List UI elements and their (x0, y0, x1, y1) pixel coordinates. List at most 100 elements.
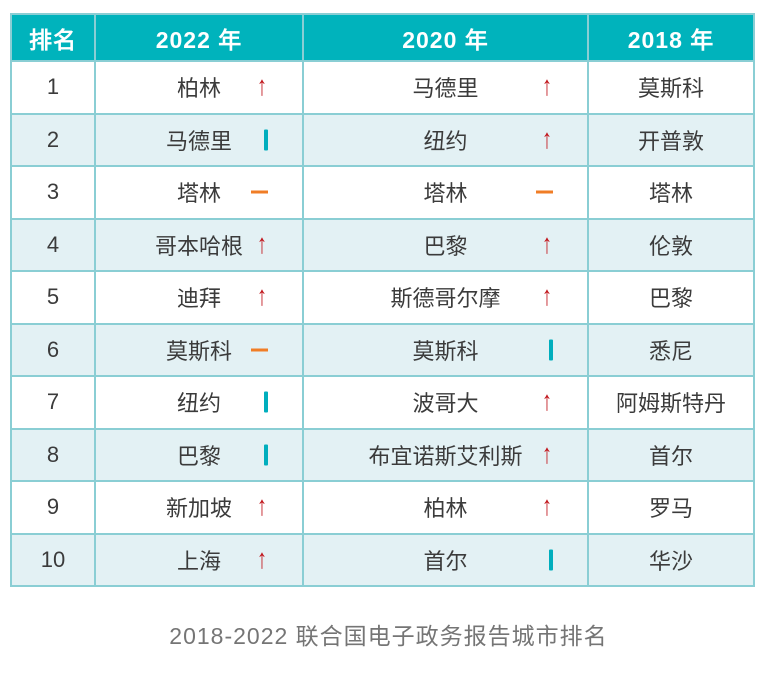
city-name: 马德里 (165, 128, 232, 154)
city-name: 纽约 (176, 391, 221, 417)
rank-cell: 3 (10, 165, 96, 220)
rank-down-icon (549, 339, 553, 361)
rank-cell: 5 (10, 270, 96, 325)
rank-cell: 4 (10, 217, 96, 272)
city-name: 伦敦 (648, 233, 693, 259)
city-cell: 柏林 ↑ (94, 60, 304, 115)
city-cell: 柏林 ↑ (302, 480, 589, 535)
table-row: 5 迪拜 ↑ 斯德哥尔摩 ↑ 巴黎 (10, 270, 755, 325)
city-cell: 塔林 (302, 165, 589, 220)
city-cell: 莫斯科 (587, 60, 755, 115)
city-cell: 莫斯科 (94, 322, 304, 377)
table-row: 3 塔林 塔林 塔林 (10, 165, 755, 220)
header-rank: 排名 (10, 13, 96, 62)
rank-up-icon: ↑ (541, 438, 553, 470)
city-name: 莫斯科 (412, 338, 479, 364)
header-row: 排名 2022 年 2020 年 2018 年 (10, 13, 755, 62)
rank-cell: 10 (10, 532, 96, 587)
city-cell: 巴黎 (587, 270, 755, 325)
city-cell: 华沙 (587, 532, 755, 587)
city-name: 波哥大 (412, 391, 479, 417)
rank-up-icon: ↑ (256, 491, 268, 523)
city-name: 哥本哈根 (154, 233, 243, 259)
city-name: 塔林 (648, 181, 693, 207)
city-name: 马德里 (412, 76, 479, 102)
city-cell: 罗马 (587, 480, 755, 535)
rank-up-icon: ↑ (541, 123, 553, 155)
table-row: 8 巴黎 布宜诺斯艾利斯 ↑ 首尔 (10, 427, 755, 482)
header-year-2018: 2018 年 (587, 13, 755, 62)
table-row: 10 上海 ↑ 首尔 华沙 (10, 532, 755, 587)
city-cell: 纽约 (94, 375, 304, 430)
rank-down-icon (549, 549, 553, 571)
rank-up-icon: ↑ (256, 543, 268, 575)
city-cell: 悉尼 (587, 322, 755, 377)
city-cell: 首尔 (302, 532, 589, 587)
city-name: 塔林 (423, 181, 468, 207)
rank-cell: 2 (10, 112, 96, 167)
rank-up-icon: ↑ (541, 228, 553, 260)
rank-up-icon: ↑ (541, 386, 553, 418)
rank-cell: 9 (10, 480, 96, 535)
city-name: 罗马 (648, 496, 693, 522)
table-row: 9 新加坡 ↑ 柏林 ↑ 罗马 (10, 480, 755, 535)
city-cell: 斯德哥尔摩 ↑ (302, 270, 589, 325)
city-name: 巴黎 (648, 286, 693, 312)
city-name: 开普敦 (637, 128, 704, 154)
rank-cell: 1 (10, 60, 96, 115)
rank-down-icon (264, 129, 268, 151)
city-cell: 首尔 (587, 427, 755, 482)
city-name: 悉尼 (648, 338, 693, 364)
city-cell: 哥本哈根 ↑ (94, 217, 304, 272)
city-name: 新加坡 (165, 496, 232, 522)
city-name: 迪拜 (176, 286, 221, 312)
city-cell: 新加坡 ↑ (94, 480, 304, 535)
rank-up-icon: ↑ (256, 228, 268, 260)
ranking-table-body: 1 柏林 ↑ 马德里 ↑ 莫斯科 2 马德里 纽约 ↑ 开普敦 3 塔林 塔林 塔林 4 哥本哈根 ↑ 巴黎 ↑ 伦敦 5… (10, 60, 755, 587)
rank-down-icon (264, 391, 268, 413)
city-name: 首尔 (648, 443, 693, 469)
city-name: 柏林 (423, 496, 468, 522)
city-name: 莫斯科 (637, 76, 704, 102)
city-cell: 马德里 (94, 112, 304, 167)
city-ranking-table: 排名 2022 年 2020 年 2018 年 1 柏林 ↑ 马德里 ↑ 莫斯科 2 马德里纽… (10, 13, 755, 587)
rank-up-icon: ↑ (541, 491, 553, 523)
table-row: 2 马德里 纽约 ↑ 开普敦 (10, 112, 755, 167)
rank-cell: 7 (10, 375, 96, 430)
rank-cell: 8 (10, 427, 96, 482)
city-name: 莫斯科 (165, 338, 232, 364)
city-cell: 塔林 (94, 165, 304, 220)
city-name: 巴黎 (423, 233, 468, 259)
rank-up-icon: ↑ (541, 71, 553, 103)
city-cell: 莫斯科 (302, 322, 589, 377)
rank-up-icon: ↑ (256, 71, 268, 103)
city-cell: 纽约 ↑ (302, 112, 589, 167)
city-name: 巴黎 (176, 443, 221, 469)
city-cell: 开普敦 (587, 112, 755, 167)
rank-up-icon: ↑ (541, 281, 553, 313)
rank-unchanged-icon (251, 348, 268, 352)
city-name: 阿姆斯特丹 (615, 391, 726, 417)
rank-unchanged-icon (251, 190, 268, 194)
rank-unchanged-icon (536, 190, 553, 194)
city-name: 华沙 (648, 548, 693, 574)
city-name: 纽约 (423, 128, 468, 154)
table-header: 排名 2022 年 2020 年 2018 年 (10, 13, 755, 62)
city-name: 布宜诺斯艾利斯 (368, 443, 523, 469)
city-cell: 迪拜 ↑ (94, 270, 304, 325)
table-row: 1 柏林 ↑ 马德里 ↑ 莫斯科 (10, 60, 755, 115)
city-name: 柏林 (176, 76, 221, 102)
city-cell: 塔林 (587, 165, 755, 220)
city-cell: 巴黎 ↑ (302, 217, 589, 272)
header-year-2022: 2022 年 (94, 13, 304, 62)
table-caption: 2018-2022 联合国电子政务报告城市排名 (169, 623, 608, 649)
rank-down-icon (264, 444, 268, 466)
table-row: 4 哥本哈根 ↑ 巴黎 ↑ 伦敦 (10, 217, 755, 272)
city-cell: 巴黎 (94, 427, 304, 482)
city-cell: 马德里 ↑ (302, 60, 589, 115)
city-cell: 上海 ↑ (94, 532, 304, 587)
city-cell: 布宜诺斯艾利斯 ↑ (302, 427, 589, 482)
city-name: 斯德哥尔摩 (390, 286, 501, 312)
table-row: 6 莫斯科 莫斯科 悉尼 (10, 322, 755, 377)
city-cell: 伦敦 (587, 217, 755, 272)
